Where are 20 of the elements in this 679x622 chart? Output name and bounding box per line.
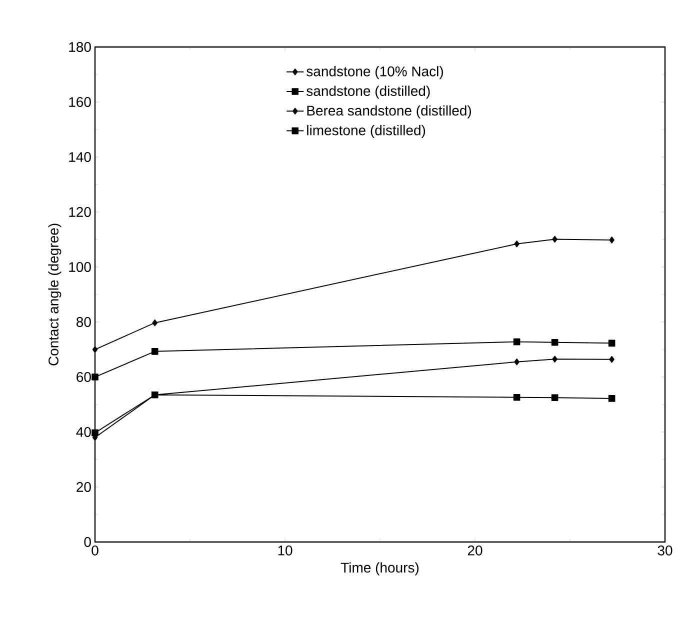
- y-tick-label: 120: [69, 207, 91, 217]
- y-tick-label: 80: [76, 317, 91, 327]
- y-tick-label: 100: [69, 262, 91, 272]
- x-tick-label: 30: [658, 546, 672, 556]
- y-tick-label: 40: [76, 427, 91, 437]
- y-tick-label: 160: [69, 97, 91, 107]
- y-axis-title: Contact angle (degree): [48, 224, 62, 366]
- x-tick-label: 20: [468, 546, 482, 556]
- x-tick-label: 0: [92, 546, 98, 556]
- x-tick-label: 10: [278, 546, 292, 556]
- y-tick-label: 180: [69, 42, 91, 52]
- legend-label: sandstone (10% Nacl): [306, 66, 443, 80]
- legend-label: sandstone (distilled): [306, 86, 430, 99]
- y-tick-label: 140: [69, 152, 91, 162]
- y-tick-label: 20: [76, 482, 91, 492]
- x-axis-title: Time (hours): [340, 562, 419, 576]
- y-tick-label: 60: [76, 372, 91, 382]
- legend-label: Berea sandstone (distilled): [307, 105, 472, 118]
- legend-label: limestone (distilled): [307, 124, 426, 138]
- y-tick-label: 0: [84, 537, 91, 547]
